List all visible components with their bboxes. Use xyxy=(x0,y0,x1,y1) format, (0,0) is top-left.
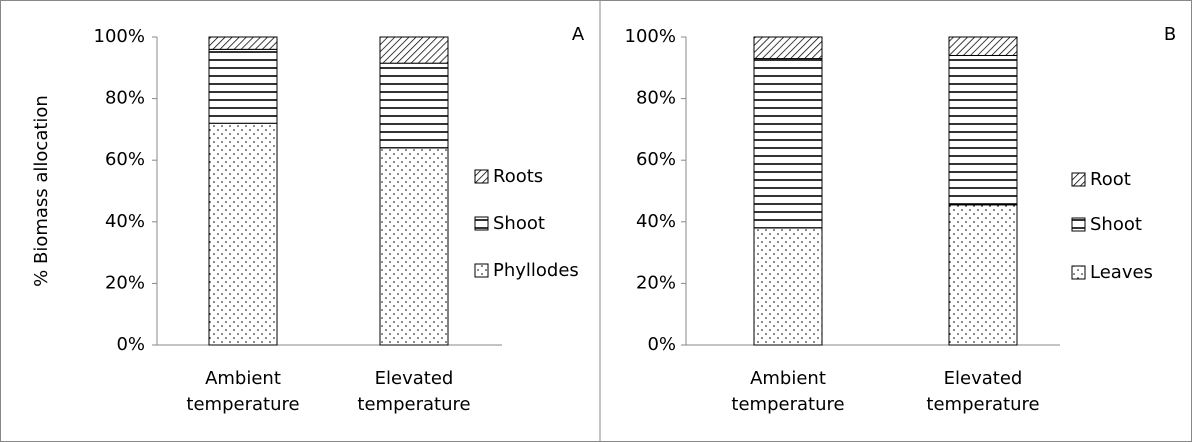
bar-segment xyxy=(379,62,449,149)
y-tick-label: 100% xyxy=(625,26,676,47)
bar-segment xyxy=(948,36,1018,56)
legend-swatch xyxy=(474,216,489,231)
legend-swatch xyxy=(474,169,489,184)
y-tick-label: 80% xyxy=(636,88,676,109)
bar-segment xyxy=(379,147,449,346)
y-tick-label: 0% xyxy=(116,334,145,355)
y-tick-label: 0% xyxy=(647,334,676,355)
bar-segment xyxy=(948,204,1018,346)
bar-segment xyxy=(208,48,278,124)
bar-segment xyxy=(208,36,278,50)
legend-swatch xyxy=(1071,217,1086,232)
panel-title: A xyxy=(572,24,585,45)
legend-swatch xyxy=(1071,172,1086,187)
bar-segment xyxy=(753,36,823,60)
y-tick-label: 20% xyxy=(105,272,145,293)
legend-label: Roots xyxy=(493,166,543,187)
legend-label: Phyllodes xyxy=(493,260,579,281)
legend-label: Shoot xyxy=(493,213,545,234)
y-tick-label: 40% xyxy=(105,211,145,232)
bar-segment xyxy=(753,58,823,229)
y-tick-label: 60% xyxy=(636,149,676,170)
y-tick-label: 100% xyxy=(94,26,145,47)
x-tick-label: Elevated temperature xyxy=(357,368,471,415)
legend-swatch xyxy=(1071,265,1086,280)
bar-segment xyxy=(948,54,1018,206)
legend-label: Root xyxy=(1090,169,1131,190)
x-tick-label: Ambient temperature xyxy=(186,368,300,415)
legend-label: Shoot xyxy=(1090,214,1142,235)
y-tick-label: 20% xyxy=(636,272,676,293)
x-tick-label: Ambient temperature xyxy=(731,368,845,415)
x-tick-label: Elevated temperature xyxy=(926,368,1040,415)
y-tick-label: 60% xyxy=(105,149,145,170)
legend-label: Leaves xyxy=(1090,262,1153,283)
bar-segment xyxy=(208,122,278,346)
bar-segment xyxy=(379,36,449,64)
y-axis-label: % Biomass allocation xyxy=(31,95,52,287)
y-tick-label: 40% xyxy=(636,211,676,232)
y-tick-label: 80% xyxy=(105,88,145,109)
panel-title: B xyxy=(1164,24,1176,45)
bar-segment xyxy=(753,227,823,346)
legend-swatch xyxy=(474,263,489,278)
